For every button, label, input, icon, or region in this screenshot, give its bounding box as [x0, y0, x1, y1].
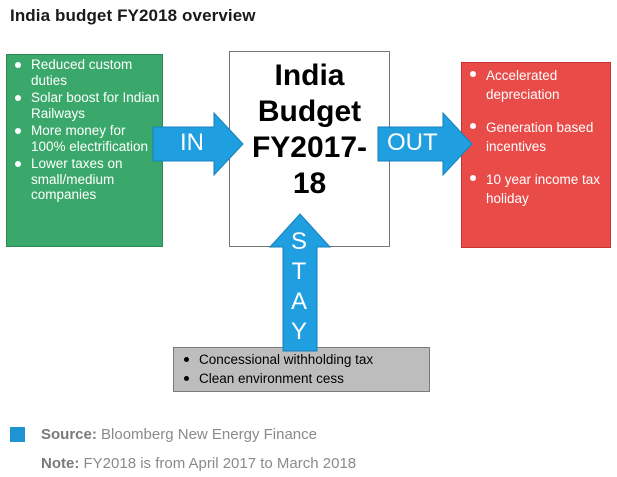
- center-budget-box: India Budget FY2017- 18: [229, 51, 390, 247]
- stay-box: Concessional withholding tax Clean envir…: [173, 347, 430, 392]
- bullet-icon: [15, 95, 21, 101]
- list-item: Generation based incentives: [468, 118, 610, 156]
- stay-letter: Y: [290, 318, 307, 345]
- stay-letter: T: [291, 258, 307, 285]
- list-item: Solar boost for Indian Railways: [13, 90, 163, 121]
- source-line: Source: Bloomberg New Energy Finance: [41, 426, 317, 443]
- legend-square-icon: [10, 427, 25, 442]
- source-label: Source:: [41, 426, 97, 443]
- center-title-line: 18: [292, 167, 327, 200]
- in-list: Reduced custom duties Solar boost for In…: [13, 57, 163, 205]
- note-label: Note:: [41, 455, 80, 472]
- bullet-icon: [184, 376, 189, 381]
- out-box: Accelerated depreciation Generation base…: [461, 62, 611, 248]
- list-item: 10 year income tax holiday: [468, 170, 610, 208]
- list-item: Reduced custom duties: [13, 57, 163, 88]
- center-title-line: FY2017-: [251, 131, 368, 164]
- out-arrow-label: OUT: [387, 129, 438, 156]
- stay-list: Concessional withholding tax Clean envir…: [181, 350, 426, 388]
- bullet-icon: [470, 123, 476, 129]
- bullet-icon: [15, 128, 21, 134]
- in-arrow-icon: [152, 111, 244, 177]
- list-item: Clean environment cess: [181, 369, 426, 388]
- out-list: Accelerated depreciation Generation base…: [468, 66, 610, 222]
- list-item: More money for 100% electrification: [13, 123, 163, 154]
- bullet-icon: [470, 175, 476, 181]
- page-title: India budget FY2018 overview: [10, 6, 256, 25]
- stay-letter: A: [290, 288, 307, 315]
- center-title-line: India: [274, 59, 345, 92]
- stay-letter: S: [290, 228, 307, 255]
- note-line: Note: FY2018 is from April 2017 to March…: [41, 455, 356, 472]
- center-title-line: Budget: [257, 95, 362, 128]
- bullet-icon: [470, 71, 476, 77]
- stay-arrow-icon: [268, 213, 332, 352]
- bullet-icon: [184, 357, 189, 362]
- bullet-icon: [15, 62, 21, 68]
- list-item: Accelerated depreciation: [468, 66, 610, 104]
- note-text: FY2018 is from April 2017 to March 2018: [83, 455, 357, 472]
- out-arrow-icon: [377, 111, 473, 177]
- stay-arrow-label: S T A Y: [288, 227, 310, 347]
- list-item: Lower taxes on small/medium companies: [13, 156, 163, 203]
- bullet-icon: [15, 161, 21, 167]
- source-text: Bloomberg New Energy Finance: [101, 426, 317, 443]
- list-item: Concessional withholding tax: [181, 350, 426, 369]
- in-arrow-label: IN: [180, 129, 204, 156]
- center-title: India Budget FY2017- 18: [230, 58, 389, 202]
